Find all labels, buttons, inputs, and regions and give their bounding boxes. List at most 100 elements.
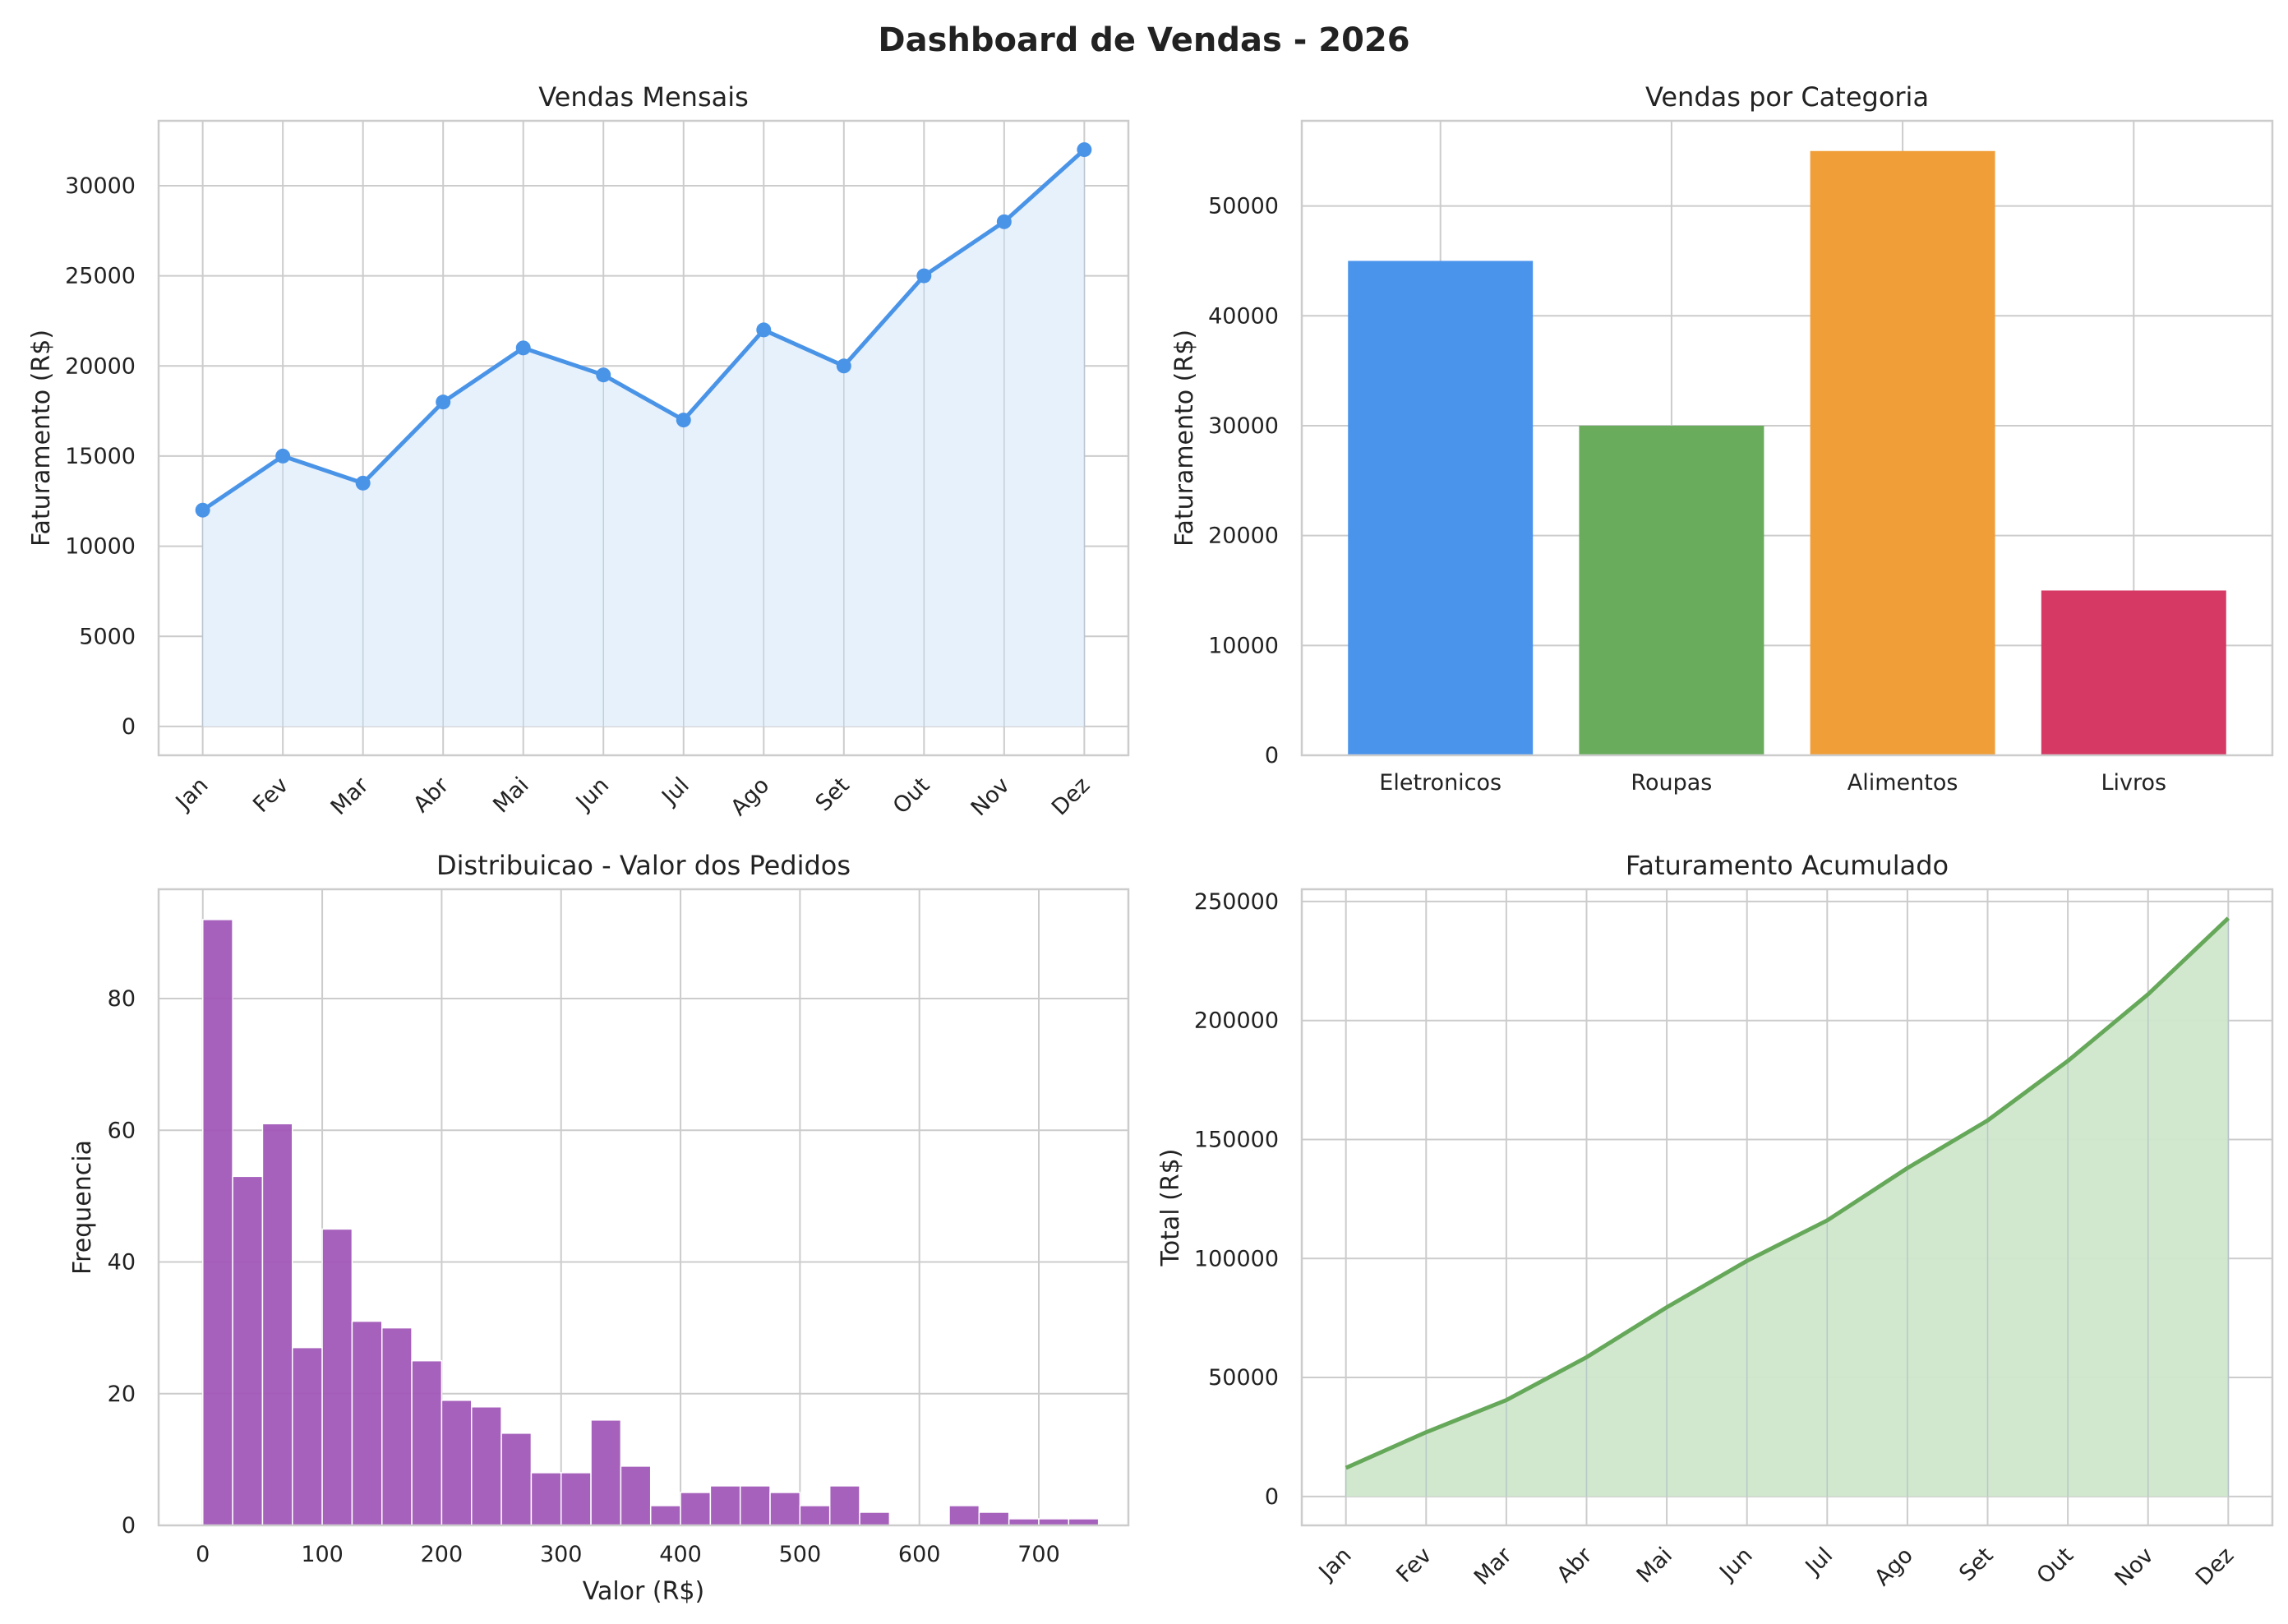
x-tick-label: Alimentos — [1847, 770, 1958, 796]
x-tick-label: 0 — [196, 1542, 210, 1567]
y-tick-label: 0 — [1265, 743, 1279, 768]
y-tick-label: 40 — [108, 1250, 136, 1276]
x-tick-label: Fev — [248, 773, 293, 818]
y-tick-label: 15000 — [65, 444, 136, 469]
data-point-mai — [515, 340, 531, 356]
x-tick-label: Jul — [656, 773, 694, 810]
histogram-bin — [620, 1465, 652, 1526]
x-tick-label: 600 — [898, 1542, 941, 1567]
x-tick-label: Abr — [408, 772, 454, 818]
panel-title: Vendas Mensais — [538, 81, 749, 113]
x-tick-label: Jun — [1714, 1543, 1757, 1586]
y-tick-label: 50000 — [1208, 194, 1279, 219]
histogram-bin — [351, 1320, 383, 1526]
histogram-bin — [709, 1485, 741, 1526]
y-tick-label: 250000 — [1194, 889, 1279, 915]
data-point-jul — [676, 413, 691, 428]
histogram-bin — [470, 1406, 502, 1526]
histogram-bin — [202, 919, 233, 1526]
y-tick-label: 80 — [108, 986, 136, 1012]
x-tick-label: Nov — [966, 773, 1015, 821]
axes-frame — [1300, 888, 2274, 1527]
histogram-bin — [381, 1326, 413, 1526]
y-tick-label: 10000 — [65, 534, 136, 560]
data-point-jan — [195, 502, 210, 518]
x-tick-label: 500 — [779, 1542, 822, 1567]
x-tick-label: Mai — [1632, 1543, 1677, 1588]
data-point-out — [916, 268, 932, 284]
histogram-bin — [321, 1228, 353, 1526]
y-tick-label: 0 — [122, 1513, 136, 1539]
x-tick-label: Nov — [2110, 1543, 2158, 1591]
panel-category: 0 10000 20000 30000 40000 50000 Eletronicos Rou… — [1170, 81, 2274, 796]
y-tick-label: 60 — [108, 1118, 136, 1143]
y-tick-label: 0 — [122, 714, 136, 740]
histogram-bin — [978, 1511, 1010, 1526]
histogram-bin — [948, 1505, 980, 1526]
data-point-mar — [355, 475, 371, 491]
histogram-bin — [828, 1485, 860, 1526]
series-line — [1345, 916, 2230, 1470]
histogram-bin — [530, 1472, 562, 1526]
bar-roupas — [1579, 425, 1764, 755]
y-axis-label: Frequencia — [68, 1140, 97, 1275]
bar-eletronicos — [1348, 261, 1534, 756]
histogram-bin — [261, 1123, 293, 1526]
x-tick-label: Set — [810, 773, 854, 816]
y-tick-label: 30000 — [1208, 413, 1279, 439]
x-tick-label: 400 — [659, 1542, 702, 1567]
panel-histogram: 0 20 40 60 80 0 100 200 300 400 500 600 700 Distribui… — [68, 850, 1130, 1606]
data-point-nov — [996, 214, 1012, 229]
x-tick-label: 700 — [1017, 1542, 1060, 1567]
x-tick-label: Mar — [1469, 1542, 1518, 1590]
x-tick-label: Jan — [1313, 1543, 1357, 1586]
x-axis-label: Valor (R$) — [583, 1577, 704, 1606]
y-tick-label: 30000 — [65, 173, 136, 199]
x-tick-label: Abr — [1552, 1542, 1598, 1588]
y-tick-label: 20 — [108, 1382, 136, 1407]
x-tick-label: Eletronicos — [1379, 770, 1502, 796]
axes-frame — [157, 888, 1130, 1527]
bar-alimentos — [1810, 150, 1995, 755]
histogram-bin — [441, 1400, 473, 1526]
y-axis-label: Faturamento (R$) — [1170, 330, 1199, 547]
x-tick-label: 200 — [421, 1542, 464, 1567]
y-tick-label: 10000 — [1208, 633, 1279, 658]
x-tick-label: Out — [2032, 1543, 2079, 1589]
x-tick-label: Fev — [1391, 1543, 1437, 1588]
histogram-bin — [769, 1492, 801, 1526]
x-tick-label: Mar — [326, 772, 375, 820]
histogram-bin — [411, 1359, 443, 1526]
data-point-abr — [436, 394, 451, 410]
series-line — [201, 148, 1086, 512]
y-tick-label: 20000 — [1208, 524, 1279, 549]
y-tick-label: 100000 — [1194, 1246, 1279, 1271]
panel-title: Vendas por Categoria — [1645, 81, 1929, 113]
histogram-bin — [292, 1346, 323, 1526]
histogram-bin — [232, 1175, 264, 1526]
histogram-bin — [560, 1472, 592, 1526]
x-tick-label: 100 — [301, 1542, 344, 1567]
histogram-bin — [680, 1492, 712, 1526]
axes-frame — [1300, 119, 2274, 757]
x-tick-label: Dez — [1047, 773, 1095, 820]
x-tick-label: Mai — [488, 773, 533, 818]
histogram-bin — [799, 1505, 831, 1526]
histogram-bin — [739, 1485, 771, 1526]
y-tick-label: 25000 — [65, 264, 136, 289]
histogram-bin — [859, 1511, 891, 1526]
x-tick-label: Ago — [1870, 1543, 1918, 1591]
figure-title: Dashboard de Vendas - 2026 — [878, 21, 1409, 59]
x-tick-label: Jan — [170, 773, 214, 816]
y-axis-label: Total (R$) — [1156, 1149, 1185, 1267]
x-tick-label: Ago — [726, 773, 774, 821]
data-point-ago — [756, 322, 772, 338]
x-tick-label: Out — [888, 773, 935, 819]
x-tick-label: Jun — [570, 773, 614, 816]
histogram-bin — [649, 1505, 681, 1526]
y-tick-label: 20000 — [65, 353, 136, 379]
data-point-dez — [1077, 142, 1092, 158]
y-tick-label: 200000 — [1194, 1008, 1279, 1034]
y-tick-label: 0 — [1265, 1484, 1279, 1510]
